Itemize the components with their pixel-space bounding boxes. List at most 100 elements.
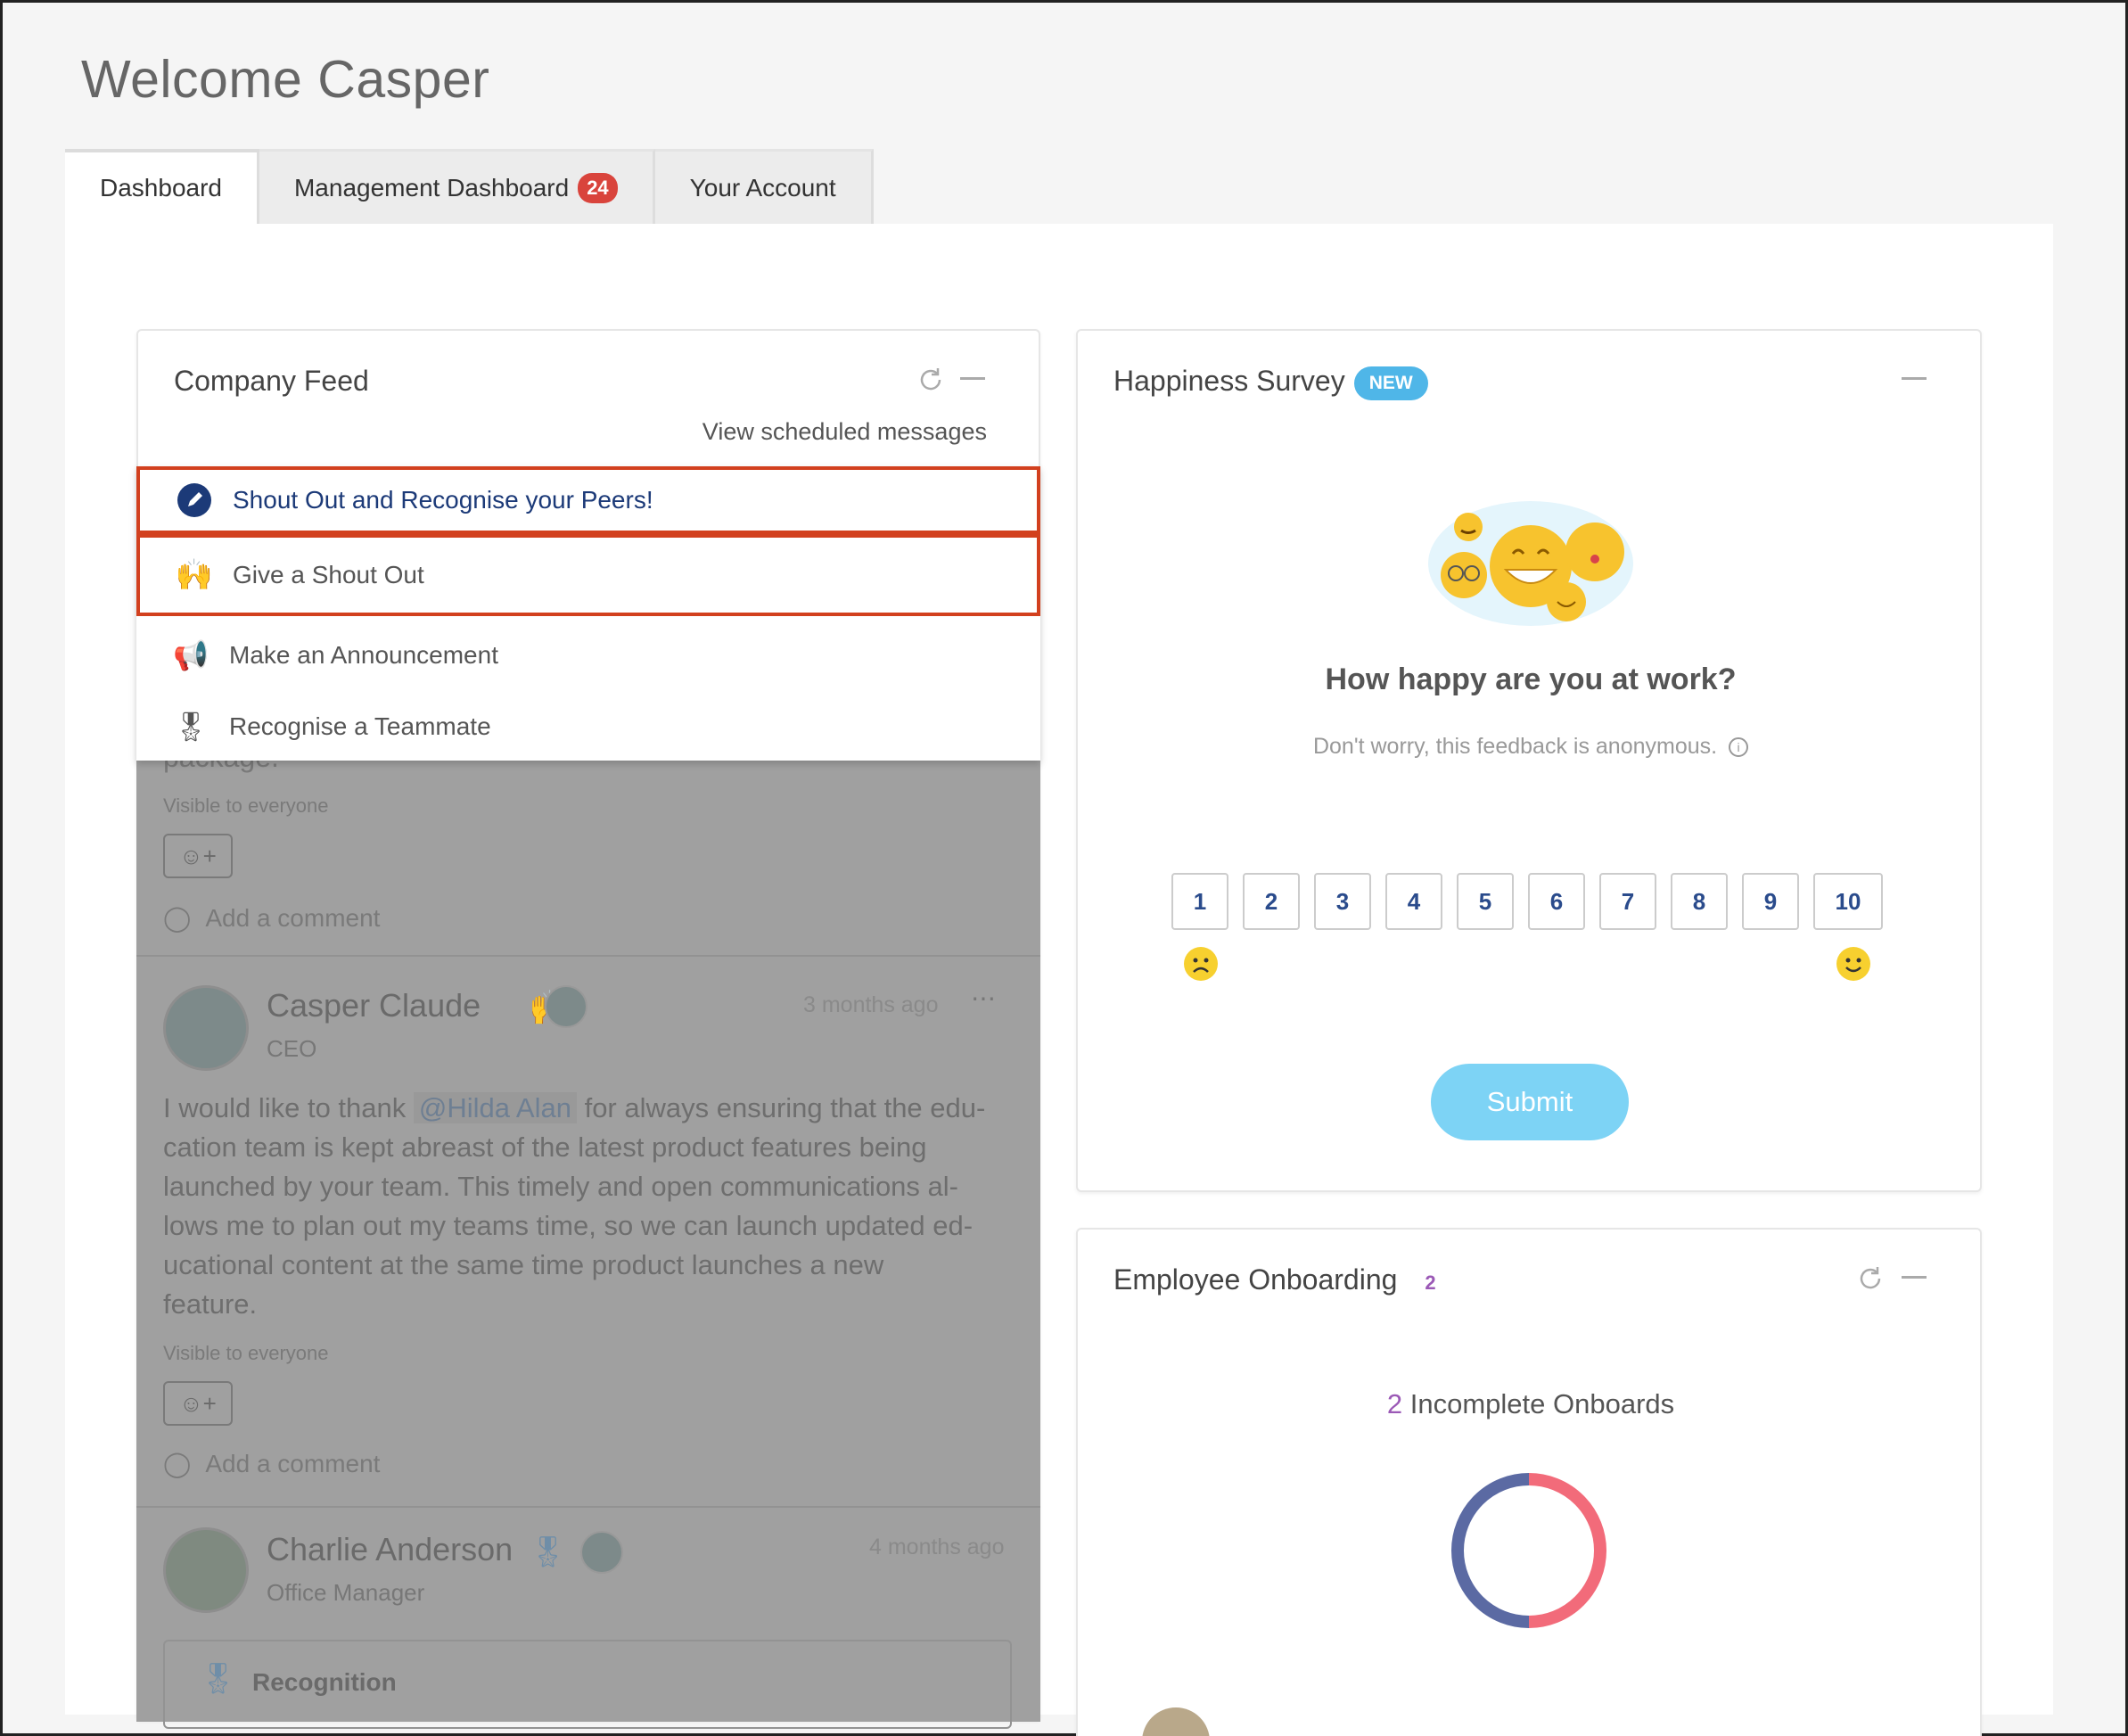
comment-placeholder: Add a comment: [205, 1449, 381, 1477]
tab-bar: Dashboard Management Dashboard 24 Your Ac…: [65, 149, 874, 224]
onboarding-donut-chart: [1450, 1472, 1607, 1633]
medal-icon: 🎖: [529, 1535, 568, 1569]
menu-item-give-shout-out[interactable]: 🙌 Give a Shout Out: [136, 534, 1040, 616]
rating-option-3[interactable]: 3: [1314, 873, 1371, 930]
author-role: Office Manager: [267, 1579, 425, 1606]
minimize-icon[interactable]: [1902, 1276, 1927, 1279]
recognition-label: Recognition: [252, 1668, 397, 1696]
visibility-label: Visible to everyone: [163, 794, 329, 817]
mention-tag[interactable]: @Hilda Alan: [413, 1092, 577, 1123]
medal-icon: 🎖: [172, 711, 210, 743]
view-scheduled-link[interactable]: View scheduled messages: [702, 418, 987, 445]
author-name[interactable]: Casper Claude: [267, 987, 481, 1024]
survey-question: How happy are you at work?: [1325, 662, 1737, 696]
survey-subtitle: Don't worry, this feedback is anonymous.: [1312, 734, 1718, 759]
post-text: ucational content at the same time produ…: [163, 1249, 884, 1280]
raised-hands-icon: 🙌: [175, 558, 214, 592]
rating-option-9[interactable]: 9: [1742, 873, 1799, 930]
comment-icon: ◯: [163, 1450, 192, 1477]
post-timestamp: 3 months ago: [803, 992, 939, 1017]
divider: [136, 1506, 1040, 1508]
refresh-icon[interactable]: [916, 365, 946, 399]
card-title-row: Employee Onboarding 2: [1113, 1263, 1436, 1296]
add-reaction-button[interactable]: ☺+: [163, 1381, 233, 1426]
new-badge: NEW: [1353, 366, 1428, 400]
tab-your-account[interactable]: Your Account: [654, 149, 874, 224]
page-title: Welcome Casper: [81, 50, 490, 109]
card-title-row: Happiness Survey NEW: [1113, 365, 1428, 400]
post-text: cation team is kept abreast of the lates…: [163, 1131, 927, 1163]
minimize-icon[interactable]: [1902, 377, 1927, 380]
menu-item-label: Give a Shout Out: [233, 561, 424, 588]
rating-option-10[interactable]: 10: [1813, 873, 1883, 930]
pencil-icon: [176, 481, 213, 519]
post-text: lows me to plan out my teams time, so we…: [163, 1210, 974, 1241]
recipient-avatar[interactable]: [580, 1531, 623, 1574]
avatar[interactable]: [163, 985, 249, 1071]
card-title: Company Feed: [174, 365, 369, 397]
donut-segment-left: [1451, 1473, 1530, 1628]
divider: [136, 955, 1040, 957]
comment-placeholder: Add a comment: [205, 903, 381, 932]
info-icon[interactable]: i: [1729, 737, 1749, 758]
card-title: Happiness Survey: [1113, 365, 1345, 397]
happiness-survey-card: Happiness Survey NEW How happy are you at…: [1076, 329, 1982, 1192]
summary-label: Incomplete Onboards: [1409, 1388, 1675, 1419]
visibility-label: Visible to everyone: [163, 1342, 329, 1364]
avatar[interactable]: [1142, 1707, 1210, 1736]
submit-button[interactable]: Submit: [1431, 1064, 1629, 1140]
author-role: CEO: [267, 1035, 317, 1062]
rating-option-1[interactable]: 1: [1171, 873, 1228, 930]
comment-row[interactable]: ◯ Add a comment: [163, 1449, 380, 1478]
avatar[interactable]: [163, 1527, 249, 1613]
tab-dashboard[interactable]: Dashboard: [65, 149, 259, 224]
compose-menu: Shout Out and Recognise your Peers! 🙌 Gi…: [136, 466, 1040, 761]
employee-onboarding-card: Employee Onboarding 2 2 Incomplete Onboa…: [1076, 1228, 1982, 1736]
survey-subtitle-row: Don't worry, this feedback is anonymous.…: [1078, 734, 1984, 760]
rating-scale: 1 2 3 4 5 6 7 8 9 10: [1171, 873, 1897, 930]
tab-label: Your Account: [689, 173, 836, 202]
rating-option-2[interactable]: 2: [1243, 873, 1300, 930]
rating-option-5[interactable]: 5: [1457, 873, 1514, 930]
notification-badge: 24: [578, 172, 618, 203]
menu-item-recognise-teammate[interactable]: 🎖 Recognise a Teammate: [136, 691, 1040, 762]
tab-management-dashboard[interactable]: Management Dashboard 24: [259, 149, 655, 224]
more-options-icon[interactable]: ⋯: [971, 984, 996, 1012]
post-text: feature.: [163, 1288, 258, 1320]
post-text: for always ensuring that the edu-: [584, 1092, 986, 1123]
rating-option-6[interactable]: 6: [1528, 873, 1585, 930]
comment-row[interactable]: ◯ Add a comment: [163, 903, 380, 933]
rating-option-8[interactable]: 8: [1671, 873, 1728, 930]
author-name[interactable]: Charlie Anderson: [267, 1531, 514, 1567]
menu-item-label: Recognise a Teammate: [229, 712, 491, 740]
comment-icon: ◯: [163, 904, 192, 932]
tab-label: Dashboard: [100, 174, 222, 202]
menu-item-make-announcement[interactable]: 📢 Make an Announcement: [136, 620, 1040, 691]
menu-item-label: Shout Out and Recognise your Peers!: [233, 486, 653, 514]
megaphone-icon: 📢: [173, 639, 209, 671]
add-reaction-button[interactable]: ☺+: [163, 834, 233, 878]
refresh-icon[interactable]: [1855, 1263, 1886, 1298]
happy-face-icon: [1836, 946, 1871, 986]
donut-segment-right: [1528, 1473, 1606, 1628]
rating-option-4[interactable]: 4: [1385, 873, 1442, 930]
mention-avatar[interactable]: [545, 985, 587, 1028]
feed-dim-overlay: package. Visible to everyone ☺+ ◯Add a c…: [136, 741, 1040, 1729]
rating-option-7[interactable]: 7: [1599, 873, 1656, 930]
summary-count: 2: [1386, 1388, 1403, 1419]
tab-label: Management Dashboard: [293, 173, 570, 202]
medal-icon: 🎖: [199, 1662, 238, 1696]
sad-face-icon: [1183, 946, 1219, 986]
recognition-box: 🎖 Recognition: [163, 1640, 1012, 1729]
post-body: I would like to thank @Hilda Alan for al…: [163, 1089, 1019, 1324]
post-text: I would like to thank: [163, 1092, 407, 1123]
post-text: launched by your team. This timely and o…: [163, 1171, 958, 1202]
menu-item-shout-out-peers[interactable]: Shout Out and Recognise your Peers!: [136, 466, 1040, 534]
post-timestamp: 4 months ago: [869, 1534, 1005, 1559]
onboarding-summary: 2 Incomplete Onboards: [1078, 1388, 1984, 1420]
minimize-icon[interactable]: [960, 377, 985, 380]
card-title: Employee Onboarding: [1113, 1263, 1398, 1296]
menu-item-label: Make an Announcement: [229, 641, 498, 669]
emoji-illustration: [1424, 488, 1638, 630]
count-badge: 2: [1425, 1271, 1436, 1294]
